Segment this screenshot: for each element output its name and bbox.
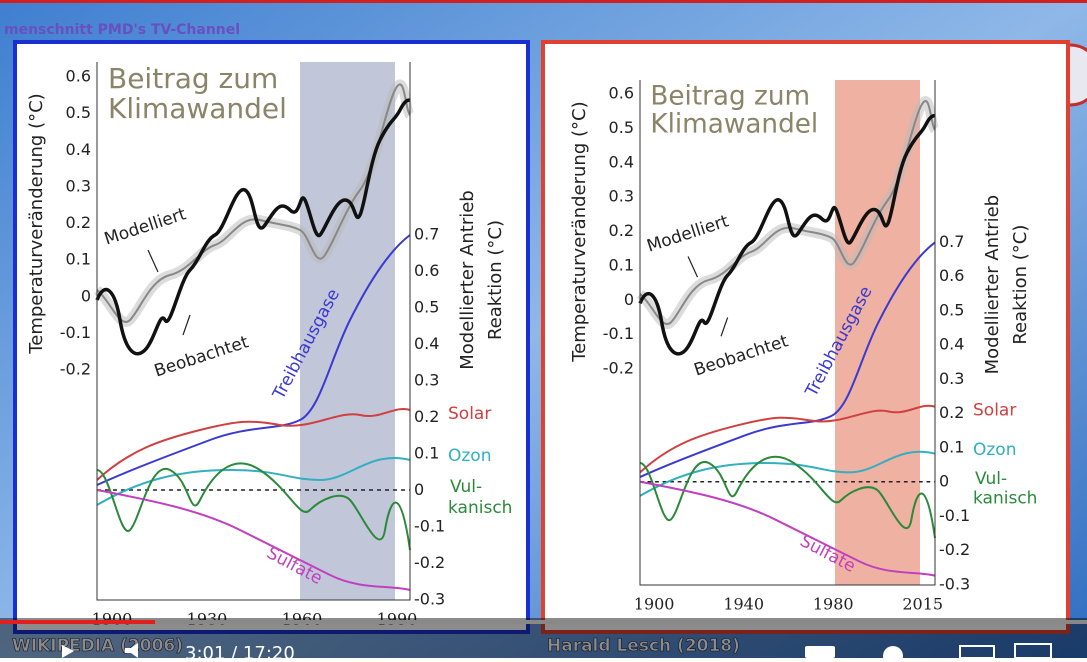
watermark: menschnitt PMD's TV-Channel <box>4 22 240 38</box>
right-tick-label: 0.1 <box>414 444 439 463</box>
right-tick-label: 0 <box>414 480 424 499</box>
right-tick-label: 0.4 <box>939 335 964 354</box>
left-tick-label: 0.3 <box>66 176 91 195</box>
label-ozone: Ozon <box>448 446 491 466</box>
label-solar: Solar <box>448 404 491 424</box>
progress-played[interactable] <box>0 620 155 624</box>
panel-title: Beitrag zum <box>108 62 278 95</box>
curves <box>640 101 935 576</box>
right-tick-label: 0.7 <box>939 232 964 251</box>
volume-button[interactable] <box>125 643 138 658</box>
source-label: WIKIPEDIA (2006) <box>12 636 183 656</box>
left-axis-label: Temperaturveränderung (°C) <box>569 101 590 362</box>
right-tick-label: -0.2 <box>414 553 445 572</box>
left-tick-label: 0.1 <box>66 250 91 269</box>
left-tick-label: 0.1 <box>609 255 634 274</box>
solar-curve <box>97 409 410 480</box>
source-label: Harald Lesch (2018) <box>547 636 740 656</box>
left-tick-label: 0.4 <box>66 140 91 159</box>
label-solar: Solar <box>973 400 1016 420</box>
right-tick-label: 0.7 <box>414 225 439 244</box>
left-tick-label: 0.2 <box>609 221 634 240</box>
right-tick-label: 0.6 <box>414 261 439 280</box>
volcanic-curve <box>640 457 935 538</box>
label-volcanic: kanisch <box>448 498 512 518</box>
left-tick-label: -0.2 <box>603 359 634 378</box>
label-volcanic: kanisch <box>973 489 1037 509</box>
left-tick-label: -0.1 <box>603 324 634 343</box>
right-tick-label: -0.1 <box>939 506 970 525</box>
right-tick-label: 0.2 <box>939 403 964 422</box>
pointer <box>720 317 729 337</box>
right-axis-label: Reaktion (°C) <box>485 220 506 340</box>
x-tick-label: 1900 <box>634 595 675 614</box>
right-tick-label: -0.1 <box>414 517 445 536</box>
panel-left <box>13 40 530 634</box>
left-tick-label: 0.4 <box>609 152 634 171</box>
right-tick-label: 0.1 <box>939 437 964 456</box>
subtitles-button[interactable] <box>805 646 835 658</box>
pointer <box>687 256 699 278</box>
left-tick-label: 0.2 <box>66 213 91 232</box>
observed-curve <box>97 100 410 354</box>
right-tick-label: 0 <box>939 472 949 491</box>
left-tick-label: 0.6 <box>66 67 91 86</box>
top-border <box>0 0 1087 3</box>
left-tick-label: 0 <box>81 286 91 305</box>
modeled-curve <box>640 101 935 324</box>
right-tick-label: 0.2 <box>414 407 439 426</box>
x-tick-label: 1940 <box>723 595 764 614</box>
axis-frame <box>639 80 936 586</box>
sulfate-curve <box>640 482 935 576</box>
left-tick-label: 0.3 <box>609 187 634 206</box>
left-tick-label: 0.5 <box>66 103 91 122</box>
left-tick-label: -0.2 <box>60 360 91 379</box>
right-tick-label: 0.5 <box>414 298 439 317</box>
modeled-curve <box>97 84 410 322</box>
left-tick-label: 0.6 <box>609 84 634 103</box>
solar-curve <box>640 406 935 473</box>
right-axis-label: Reaktion (°C) <box>1010 225 1031 345</box>
sulfate-curve <box>97 490 410 590</box>
right-tick-label: 0.3 <box>414 371 439 390</box>
x-tick-label: 1980 <box>813 595 854 614</box>
ozone-curve <box>97 458 410 505</box>
greenhouse-curve <box>640 242 935 477</box>
left-tick-label: 0.5 <box>609 118 634 137</box>
left-tick-label: 0 <box>624 290 634 309</box>
panel-title: Klimawandel <box>650 110 818 140</box>
play-button[interactable] <box>62 645 74 658</box>
volcanic-curve <box>97 463 410 550</box>
player-bar <box>0 618 1087 658</box>
curves <box>97 84 410 590</box>
axis-frame <box>96 62 411 601</box>
x-tick-label: 2015 <box>902 595 943 614</box>
right-tick-label: 0.5 <box>939 300 964 319</box>
time-display: 3:01 / 17:20 <box>185 643 295 658</box>
right-tick-label: 0.4 <box>414 334 439 353</box>
right-tick-label: -0.3 <box>414 590 445 609</box>
pointer <box>147 249 159 273</box>
right-axis-label: Modellierter Antrieb <box>982 195 1003 374</box>
right-tick-label: -0.2 <box>939 540 970 559</box>
observed-curve <box>640 116 935 354</box>
right-tick-label: 0.6 <box>939 266 964 285</box>
right-axis-label: Modellierter Antrieb <box>457 190 478 369</box>
pointer <box>182 314 191 336</box>
panel-title: Klimawandel <box>108 92 287 125</box>
ozone-curve <box>640 452 935 496</box>
progress-track <box>0 620 1087 624</box>
label-volcanic: Vul- <box>975 469 1007 489</box>
left-tick-label: -0.1 <box>60 323 91 342</box>
left-axis-label: Temperaturveränderung (°C) <box>26 93 47 354</box>
right-tick-label: 0.3 <box>939 369 964 388</box>
label-ozone: Ozon <box>973 440 1016 460</box>
label-volcanic: Vul- <box>450 477 482 497</box>
panel-title: Beitrag zum <box>650 81 810 111</box>
greenhouse-curve <box>97 235 410 485</box>
right-tick-label: -0.3 <box>939 575 970 594</box>
